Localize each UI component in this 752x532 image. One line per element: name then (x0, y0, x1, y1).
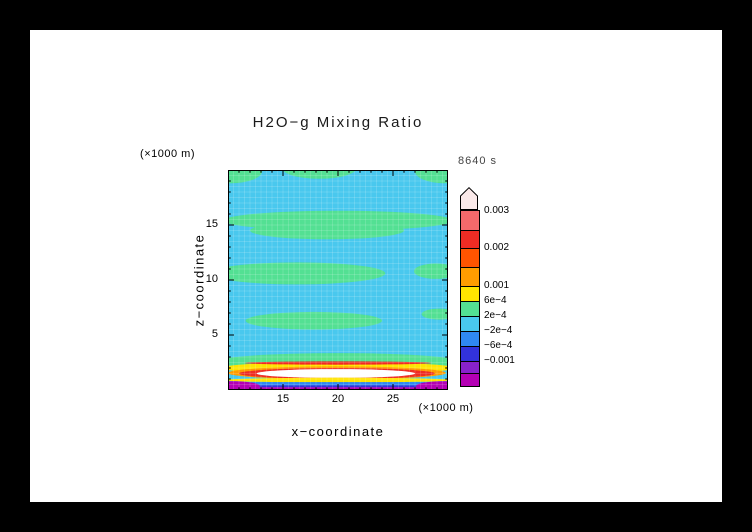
x-tick-label: 25 (386, 393, 400, 405)
contour-band (228, 381, 260, 390)
contour-band (228, 170, 263, 184)
colorbar-tick-label: −6e−4 (484, 340, 513, 351)
colorbar-segment (461, 346, 479, 361)
colorbar-segment (461, 373, 479, 386)
contour-band (256, 369, 415, 378)
y-tick-label: 5 (211, 328, 218, 340)
contour-band (245, 311, 382, 330)
x-axis-unit-label: (×1000 m) (418, 402, 474, 414)
time-stamp-label: 8640 s (458, 155, 498, 167)
colorbar-labels: 0.003 0.002 0.001 6e−4 2e−4 −2e−4 −6e−4 −0.001 (484, 205, 540, 395)
colorbar-segment (461, 361, 479, 373)
contour-band (415, 170, 448, 184)
colorbar-segment (461, 331, 479, 346)
colorbar-arrow-shape (460, 187, 478, 210)
colorbar (460, 210, 480, 387)
contour-band (413, 263, 448, 279)
colorbar-segment (461, 211, 479, 230)
colorbar-segment (461, 316, 479, 331)
contour-band (244, 361, 432, 365)
plot-frame (228, 170, 448, 390)
colorbar-segment (461, 301, 479, 316)
contour-band (421, 308, 448, 320)
colorbar-tick-label: 2e−4 (484, 310, 507, 321)
y-tick-label: 10 (205, 273, 218, 285)
colorbar-tick-label: 0.003 (484, 205, 510, 216)
contour-band (416, 381, 448, 390)
colorbar-segment (461, 267, 479, 286)
x-axis-title: x−coordinate (291, 424, 385, 439)
figure-panel: H2O−g Mixing Ratio (×1000 m) 8640 s 5 10 1… (30, 30, 722, 502)
colorbar-segment (461, 230, 479, 248)
contour-band (228, 382, 448, 386)
colorbar-tick-label: 0.002 (484, 242, 510, 253)
y-axis-title: z−coordinate (191, 233, 207, 327)
contour-band (228, 262, 386, 285)
y-tick-label: 15 (205, 218, 218, 230)
x-tick-label: 15 (276, 393, 290, 405)
x-tick-label: 20 (331, 393, 345, 405)
contour-band (228, 377, 448, 383)
colorbar-tick-label: 0.001 (484, 280, 510, 291)
mesh-grid (228, 170, 448, 390)
colorbar-tick-label: 6e−4 (484, 295, 507, 306)
y-tick-labels: 5 10 15 (188, 170, 222, 390)
colorbar-tick-label: −0.001 (484, 355, 515, 366)
contour-band (250, 221, 404, 240)
x-tick-labels: 15 20 25 (228, 393, 448, 407)
y-axis-unit-label: (×1000 m) (140, 148, 195, 160)
contour-plot (228, 170, 448, 390)
colorbar-segment (461, 286, 479, 301)
colorbar-overflow-arrow-icon (460, 187, 478, 210)
chart-title: H2O−g Mixing Ratio (252, 114, 424, 131)
colorbar-segment (461, 248, 479, 267)
colorbar-tick-label: −2e−4 (484, 325, 513, 336)
